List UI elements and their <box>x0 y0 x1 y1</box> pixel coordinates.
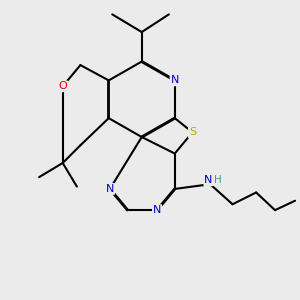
Text: O: O <box>58 81 67 91</box>
Text: H: H <box>214 175 221 185</box>
Text: N: N <box>153 205 161 215</box>
Text: N: N <box>204 175 213 185</box>
Text: S: S <box>189 127 196 137</box>
Text: N: N <box>171 75 179 85</box>
Text: N: N <box>106 184 114 194</box>
